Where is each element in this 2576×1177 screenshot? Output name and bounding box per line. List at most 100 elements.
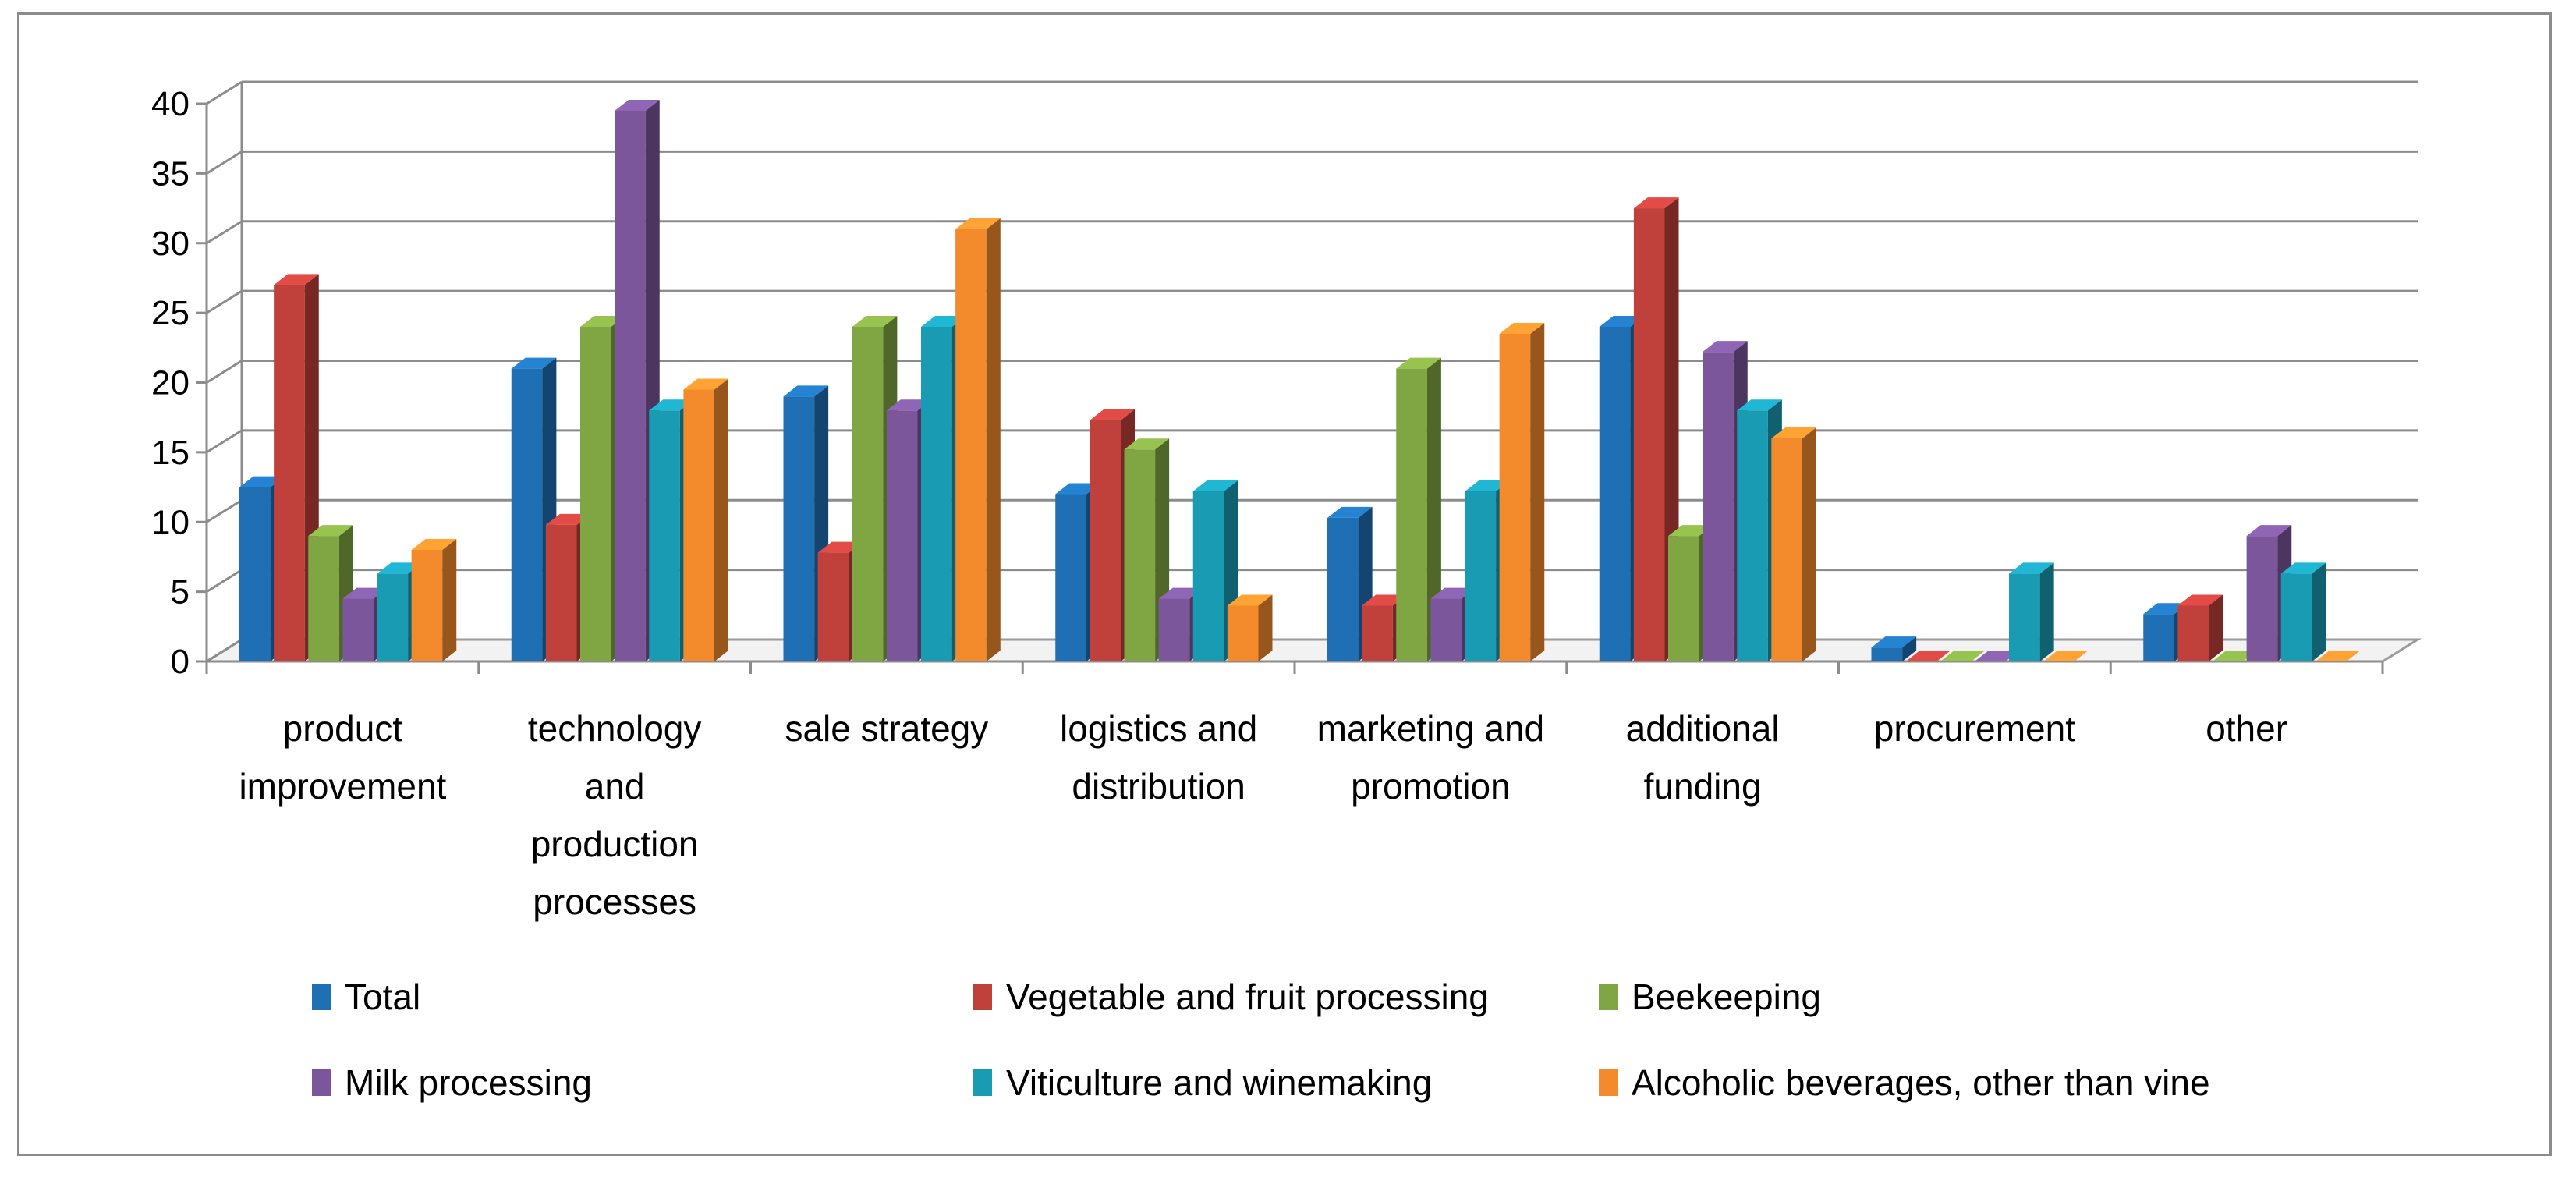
bar bbox=[239, 487, 271, 661]
x-category-label: improvement bbox=[239, 766, 446, 807]
legend-label: Vegetable and fruit processing bbox=[1006, 977, 1489, 1017]
bar bbox=[1771, 438, 1802, 661]
bar bbox=[921, 327, 952, 661]
bar-side bbox=[442, 539, 457, 661]
bar bbox=[852, 327, 884, 661]
bar bbox=[1396, 368, 1427, 661]
bar-top bbox=[308, 525, 353, 537]
bar bbox=[1124, 449, 1156, 661]
bar-top bbox=[1905, 651, 1951, 661]
x-category-label: production bbox=[531, 824, 699, 864]
bar bbox=[1327, 517, 1359, 661]
legend-swatch bbox=[312, 1069, 331, 1096]
bar-side bbox=[1902, 636, 1917, 661]
bar-top bbox=[274, 274, 319, 285]
bar-side bbox=[2039, 562, 2054, 661]
bar-top bbox=[852, 316, 898, 327]
bar bbox=[1192, 491, 1224, 661]
bar-side bbox=[2312, 562, 2326, 661]
x-category-label: other bbox=[2206, 708, 2287, 749]
bar bbox=[411, 550, 443, 661]
bar bbox=[1090, 420, 1121, 661]
y-tick-label: 35 bbox=[151, 154, 190, 193]
bar bbox=[1430, 598, 1462, 661]
bar bbox=[511, 368, 543, 661]
side-wall-line bbox=[206, 151, 243, 175]
bar bbox=[1737, 410, 1768, 661]
bar bbox=[545, 524, 577, 661]
x-category-label: promotion bbox=[1351, 766, 1511, 807]
bar-top bbox=[1465, 480, 1511, 491]
legend-label: Alcoholic beverages, other than vine bbox=[1632, 1062, 2210, 1103]
bar-top bbox=[817, 541, 863, 553]
bar bbox=[2177, 605, 2209, 661]
bar-top bbox=[1974, 651, 2020, 661]
bar bbox=[1465, 491, 1497, 661]
legend-swatch bbox=[973, 984, 992, 1010]
side-wall-line bbox=[206, 360, 243, 384]
bar bbox=[377, 573, 409, 661]
bar-top bbox=[1703, 341, 1748, 353]
bar bbox=[2009, 573, 2040, 661]
bar-side bbox=[1258, 594, 1273, 661]
bar bbox=[1362, 605, 1393, 661]
legend-label: Total bbox=[345, 977, 420, 1017]
bar bbox=[1499, 333, 1531, 661]
bar-top bbox=[1599, 316, 1645, 327]
bar-top bbox=[1668, 525, 1713, 537]
bar-top bbox=[1430, 587, 1476, 599]
x-category-label: product bbox=[283, 708, 403, 749]
bar-top bbox=[1055, 483, 1100, 495]
y-tick-label: 5 bbox=[171, 573, 190, 612]
bar bbox=[2143, 614, 2174, 661]
bar bbox=[308, 536, 339, 661]
bar-top bbox=[2143, 603, 2188, 615]
bar-top bbox=[2212, 651, 2258, 661]
bar bbox=[1633, 208, 1665, 661]
bar-side bbox=[1426, 357, 1441, 661]
bar bbox=[955, 229, 987, 661]
bar-side bbox=[986, 218, 1001, 661]
side-wall-line bbox=[206, 638, 243, 663]
side-wall-line bbox=[206, 220, 243, 245]
legend-label: Beekeeping bbox=[1632, 977, 1821, 1017]
bar-top bbox=[1362, 594, 1407, 606]
bar-top bbox=[2315, 651, 2361, 661]
x-category-label: technology bbox=[528, 708, 702, 749]
x-category-label: additional bbox=[1626, 708, 1780, 749]
bar-side bbox=[714, 378, 728, 661]
bar bbox=[1871, 647, 1903, 661]
bar-top bbox=[886, 399, 932, 411]
y-tick-label: 15 bbox=[151, 434, 190, 472]
legend-label: Viticulture and winemaking bbox=[1006, 1062, 1432, 1103]
bar bbox=[886, 410, 918, 661]
bar-top bbox=[1327, 506, 1373, 518]
y-tick-label: 0 bbox=[171, 643, 190, 681]
bar bbox=[683, 389, 714, 661]
x-category-label: distribution bbox=[1072, 766, 1245, 807]
bar-top bbox=[615, 99, 660, 111]
bar-top bbox=[342, 587, 388, 599]
bar-top bbox=[2246, 525, 2292, 537]
bar-top bbox=[921, 316, 966, 327]
bar-side bbox=[2209, 594, 2223, 661]
bar bbox=[1158, 598, 1190, 661]
x-category-label: funding bbox=[1644, 766, 1762, 807]
bar-top bbox=[2177, 594, 2223, 606]
bar bbox=[580, 327, 611, 661]
bar bbox=[342, 598, 374, 661]
side-wall-line bbox=[206, 429, 243, 454]
y-tick-label: 30 bbox=[151, 225, 190, 263]
x-category-label: sale strategy bbox=[785, 708, 988, 749]
bar-top bbox=[377, 562, 423, 574]
bar bbox=[817, 552, 849, 661]
bar-top bbox=[1124, 438, 1170, 450]
bar-top bbox=[649, 399, 694, 411]
bar bbox=[1055, 494, 1086, 661]
bar-top bbox=[955, 218, 1001, 229]
x-category-label: logistics and bbox=[1060, 708, 1257, 749]
bar bbox=[2246, 536, 2278, 661]
bar bbox=[1227, 605, 1259, 661]
legend-swatch bbox=[1599, 1069, 1618, 1096]
